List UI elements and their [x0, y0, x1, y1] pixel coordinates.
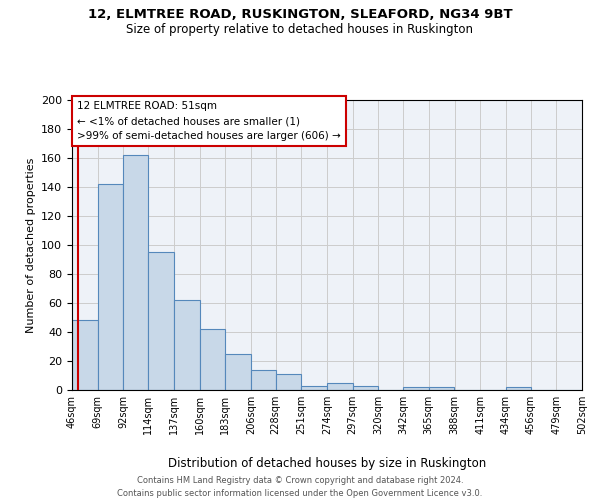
Bar [506, 387, 530, 390]
Text: Contains HM Land Registry data © Crown copyright and database right 2024.
Contai: Contains HM Land Registry data © Crown c… [118, 476, 482, 498]
Bar [124, 155, 148, 390]
Text: Distribution of detached houses by size in Ruskington: Distribution of detached houses by size … [168, 458, 486, 470]
Bar [251, 370, 275, 390]
Bar [353, 386, 379, 390]
Text: Size of property relative to detached houses in Ruskington: Size of property relative to detached ho… [127, 22, 473, 36]
Bar [174, 300, 199, 390]
Bar [72, 320, 98, 390]
Bar [148, 252, 174, 390]
Bar [98, 184, 124, 390]
Bar [403, 387, 429, 390]
Bar [301, 386, 327, 390]
Text: 12 ELMTREE ROAD: 51sqm
← <1% of detached houses are smaller (1)
>99% of semi-det: 12 ELMTREE ROAD: 51sqm ← <1% of detached… [77, 102, 341, 141]
Bar [225, 354, 251, 390]
Y-axis label: Number of detached properties: Number of detached properties [26, 158, 35, 332]
Bar [275, 374, 301, 390]
Bar [327, 383, 353, 390]
Bar [199, 329, 225, 390]
Bar [429, 387, 455, 390]
Text: 12, ELMTREE ROAD, RUSKINGTON, SLEAFORD, NG34 9BT: 12, ELMTREE ROAD, RUSKINGTON, SLEAFORD, … [88, 8, 512, 20]
